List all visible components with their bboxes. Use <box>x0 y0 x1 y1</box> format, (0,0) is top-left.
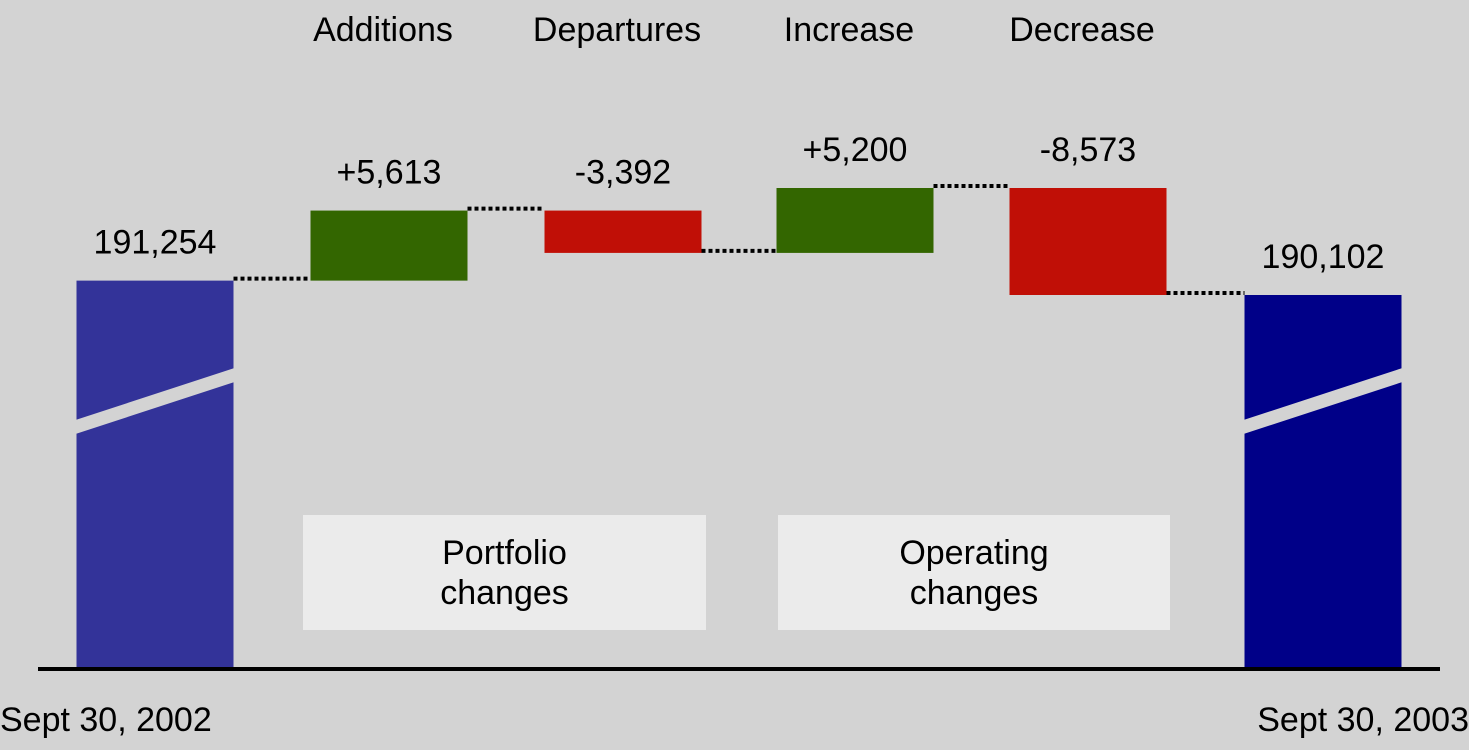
x-tick-label: Sept 30, 2003 <box>1257 701 1469 739</box>
x-tick-label: Sept 30, 2002 <box>0 701 212 739</box>
delta-bar <box>776 188 934 253</box>
annotation-box: Portfolio changes <box>303 515 706 630</box>
data-label: +5,200 <box>803 131 908 169</box>
data-label: -3,392 <box>575 154 671 192</box>
delta-bar <box>1009 188 1167 295</box>
data-label: +5,613 <box>337 154 442 192</box>
annotation: Operating changes <box>899 533 1049 612</box>
data-label: 190,102 <box>1262 238 1385 276</box>
data-label: 191,254 <box>94 224 217 262</box>
data-label: -8,573 <box>1040 131 1136 169</box>
axis-break <box>75 368 235 434</box>
annotation: Portfolio changes <box>440 533 569 612</box>
axis-break <box>1243 368 1403 434</box>
x-tick-label: Decrease <box>1009 11 1155 49</box>
x-tick-label: Increase <box>784 11 914 49</box>
x-tick-label: Additions <box>313 11 453 49</box>
annotation-box: Operating changes <box>778 515 1170 630</box>
total-bar <box>1244 295 1402 668</box>
total-bar <box>76 280 234 668</box>
delta-bar <box>544 210 702 253</box>
x-tick-label: Departures <box>533 11 701 49</box>
delta-bar <box>310 210 468 281</box>
